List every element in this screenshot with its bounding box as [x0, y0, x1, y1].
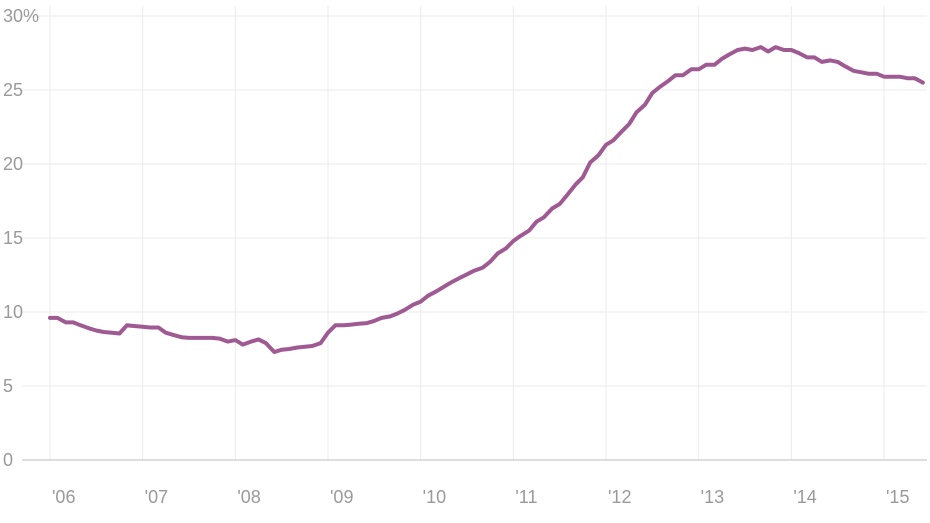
y-tick-label: 25	[3, 80, 23, 100]
series-layer	[48, 45, 925, 354]
x-tick-label: '14	[793, 487, 816, 507]
x-tick-label: '07	[145, 487, 168, 507]
y-tick-label: 15	[3, 228, 23, 248]
x-tick-label: '09	[330, 487, 353, 507]
x-tick-label: '13	[701, 487, 724, 507]
y-tick-label: 30%	[3, 6, 39, 26]
series-line	[48, 45, 925, 354]
x-tick-label: '10	[423, 487, 446, 507]
y-axis: 0 5 10 15 20 25 30%	[3, 6, 39, 470]
y-tick-label: 0	[3, 450, 13, 470]
x-tick-label: '12	[608, 487, 631, 507]
x-tick-label: '06	[52, 487, 75, 507]
x-tick-label: '11	[515, 487, 537, 507]
y-tick-label: 10	[3, 302, 23, 322]
x-axis: '06 '07 '08 '09 '10 '11 '12 '13 '14 '15	[52, 487, 909, 507]
grid	[22, 6, 927, 461]
x-tick-label: '08	[237, 487, 260, 507]
x-tick-label: '15	[886, 487, 909, 507]
y-tick-label: 20	[3, 154, 23, 174]
y-tick-label: 5	[3, 376, 13, 396]
